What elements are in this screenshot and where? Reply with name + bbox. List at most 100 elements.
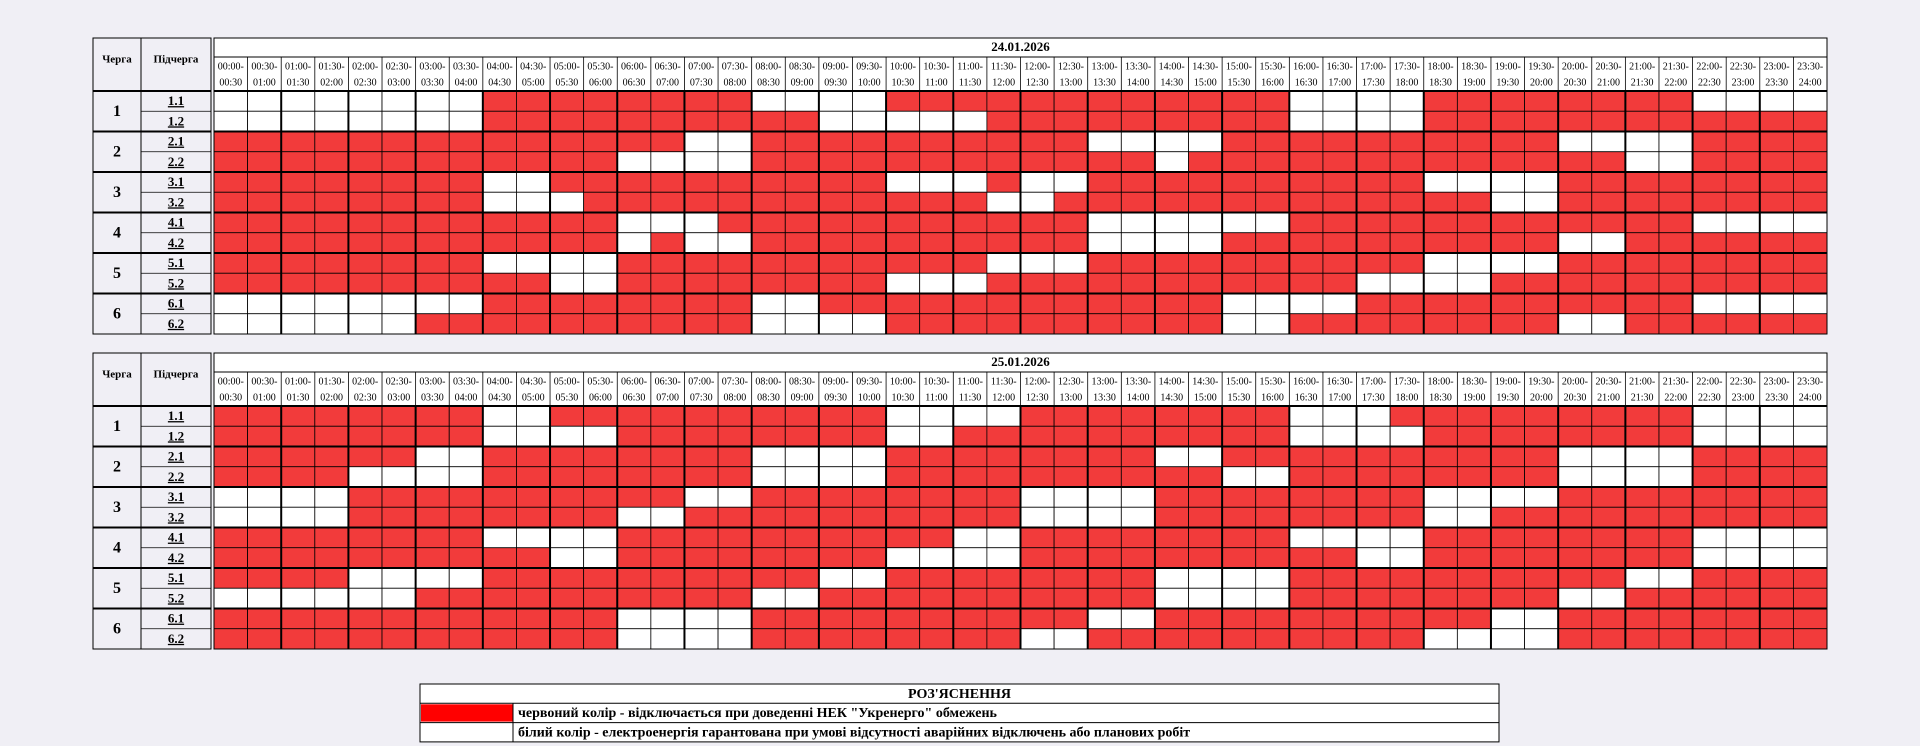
slot-cell [650,506,685,528]
slot-cell [280,272,316,294]
slot-cell [717,151,753,173]
subqueue-label[interactable]: 6.2 [168,631,184,646]
slot-cell [1221,272,1257,294]
subqueue-label[interactable]: 2.1 [168,134,184,149]
subqueue-label[interactable]: 4.1 [168,530,184,545]
slot-cell [1288,191,1324,213]
subqueue-label[interactable]: 3.2 [168,194,184,209]
subqueue-label[interactable]: 3.2 [168,509,184,524]
slot-cell [448,110,484,132]
slot-cell [1087,171,1122,193]
subqueue-label[interactable]: 5.1 [168,255,184,270]
slot-cell [1792,547,1828,569]
slot-cell [348,486,383,508]
slot-cell [1288,272,1324,294]
time-from: 17:30- [1394,376,1420,387]
slot-cell [549,110,585,132]
slot-cell [1456,110,1492,132]
subqueue-label[interactable]: 5.2 [168,275,184,290]
time-from: 16:30- [1327,61,1353,72]
subqueue-label[interactable]: 2.2 [168,154,184,169]
subqueue-label[interactable]: 6.1 [168,611,184,626]
slot-cell [885,628,921,650]
slot-cell [852,232,887,254]
subqueue-label[interactable]: 4.2 [168,550,184,565]
slot-cell [1658,587,1693,609]
slot-cell [1322,252,1357,274]
slot-cell [583,567,618,589]
slot-cell [1759,466,1794,488]
slot-cell [1759,131,1794,153]
subqueue-label[interactable]: 6.1 [168,296,184,311]
slot-cell [986,252,1021,274]
slot-cell [1322,466,1357,488]
slot-cell [583,608,618,630]
subqueue-label[interactable]: 4.1 [168,215,184,230]
slot-cell [213,151,249,173]
subqueue-label[interactable]: 1.1 [168,93,184,108]
slot-cell [784,110,820,132]
slot-cell [247,425,282,447]
slot-cell [1725,567,1761,589]
slot-cell [684,567,719,589]
slot-cell [1154,272,1189,294]
slot-cell [583,212,618,234]
subqueue-label[interactable]: 1.1 [168,408,184,423]
slot-cell [1624,212,1660,234]
time-from: 14:00- [1159,376,1185,387]
slot-cell [1053,272,1089,294]
slot-cell [1524,466,1559,488]
subqueue-label[interactable]: 2.1 [168,449,184,464]
time-from: 15:30- [1259,61,1285,72]
slot-cell [1120,171,1156,193]
slot-cell [1792,466,1828,488]
slot-cell [1255,628,1290,650]
slot-cell [583,272,618,294]
slot-cell [616,628,652,650]
slot-cell [583,628,618,650]
slot-cell [952,628,988,650]
slot-cell [1692,628,1727,650]
time-to: 05:00 [522,392,545,403]
subqueue-label[interactable]: 5.1 [168,570,184,585]
slot-cell [616,151,652,173]
slot-cell [1423,232,1458,254]
slot-cell [751,608,786,630]
slot-cell [1759,151,1794,173]
slot-cell [818,446,853,468]
slot-cell [1154,486,1189,508]
slot-cell [1490,171,1525,193]
slot-cell [381,506,417,528]
time-from: 22:30- [1730,61,1756,72]
slot-cell [751,567,786,589]
slot-cell [684,547,719,569]
slot-cell [415,293,450,315]
subqueue-label[interactable]: 3.1 [168,489,184,504]
slot-cell [213,405,249,427]
subqueue-label[interactable]: 2.2 [168,469,184,484]
time-to: 17:00 [1328,392,1351,403]
slot-cell [1624,587,1660,609]
subqueue-label[interactable]: 6.2 [168,316,184,331]
slot-cell [1087,547,1122,569]
slot-cell [852,293,887,315]
slot-cell [919,191,954,213]
slot-cell [1053,293,1089,315]
slot-cell [415,191,450,213]
slot-cell [482,293,517,315]
slot-cell [482,151,517,173]
slot-cell [1221,628,1257,650]
subqueue-label[interactable]: 4.2 [168,235,184,250]
slot-cell [1692,313,1727,335]
time-to: 04:00 [455,77,478,88]
subqueue-label[interactable]: 1.2 [168,113,184,128]
subqueue-label[interactable]: 5.2 [168,590,184,605]
slot-cell [919,131,954,153]
slot-cell [348,628,383,650]
slot-cell [448,212,484,234]
subqueue-label[interactable]: 1.2 [168,428,184,443]
slot-cell [1120,90,1156,112]
subqueue-label[interactable]: 3.1 [168,174,184,189]
slot-cell [280,628,316,650]
slot-cell [1792,628,1828,650]
